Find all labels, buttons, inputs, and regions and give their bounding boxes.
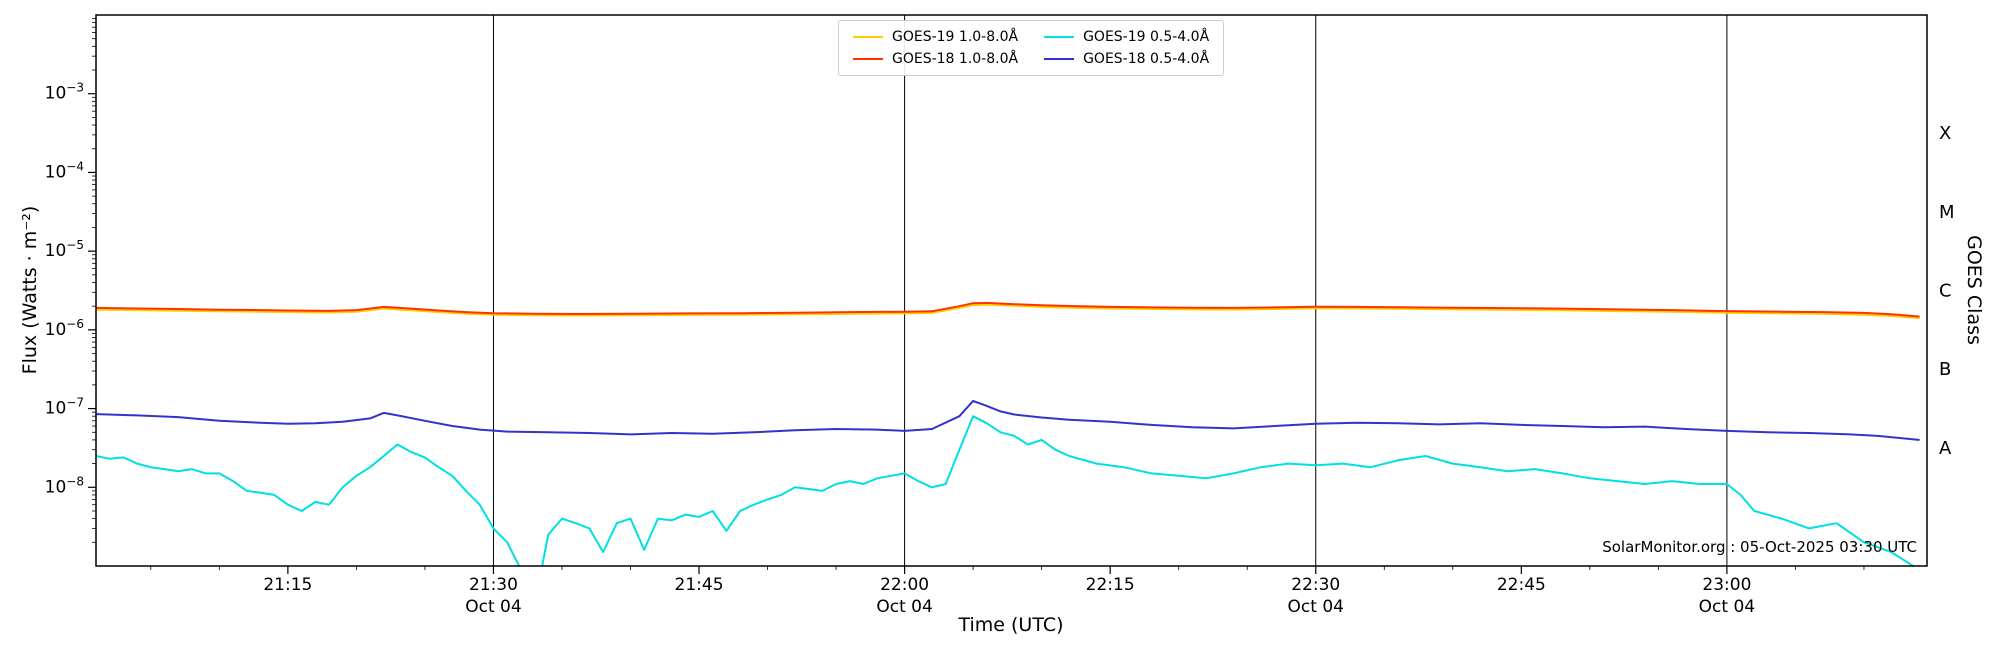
y-tick-label: 10−5 [45,238,84,261]
legend-label: GOES-18 1.0-8.0Å [892,51,1019,67]
series-line-goes-19-0-5-4-0 [96,415,1916,566]
y-tick-label: 10−4 [45,159,84,182]
day-boundary-lines [492,15,1728,566]
y-tick-label: 10−3 [45,81,84,104]
legend: GOES-19 1.0-8.0Å GOES-18 1.0-8.0Å GOES-19 … [838,20,1225,76]
x-tick-label: 22:30 [1291,575,1340,595]
series-lines [96,301,1920,566]
y-tick-label: 10−6 [45,317,84,340]
x-axis-label-time: Time (UTC) [958,614,1064,636]
legend-line-swatch [1044,58,1075,60]
x-tick-label: 22:15 [1086,575,1135,595]
legend-label: GOES-19 1.0-8.0Å [892,29,1019,45]
goes-class-letter-m: M [1939,202,1955,223]
series-line-goes-19-1-0-8-0 [96,303,1920,320]
legend-label: GOES-18 0.5-4.0Å [1083,51,1210,67]
x-tick-label: 22:00 [880,575,929,595]
plot-border [95,14,1928,567]
x-tick-label: 21:45 [675,575,724,595]
x-tick-sublabel: Oct 04 [1288,597,1344,617]
legend-item-goes-19-1-0-8-0: GOES-19 1.0-8.0Å [853,29,1018,45]
x-tick-label: 21:30 [469,575,518,595]
x-tick-sublabel: Oct 04 [876,597,932,617]
y-tick-label: 10−8 [45,474,84,497]
legend-line-swatch [1044,36,1075,38]
goes-class-letter-b: B [1939,359,1951,380]
x-tick-sublabel: Oct 04 [465,597,521,617]
legend-item-goes-18-0-5-4-0: GOES-18 0.5-4.0Å [1044,51,1209,67]
goes-class-letter-c: C [1939,281,1952,302]
legend-line-swatch [853,58,883,60]
x-tick-label: 23:00 [1702,575,1751,595]
legend-label: GOES-19 0.5-4.0Å [1083,29,1210,45]
goes-class-letter-a: A [1939,438,1952,459]
y-axis-label-goes-class: GOES Class [1963,235,1985,345]
y-tick-label: 10−7 [45,396,84,419]
goes-class-letters: X M C B A [1939,123,1955,459]
legend-grid: GOES-19 1.0-8.0Å GOES-18 1.0-8.0Å GOES-19 … [853,29,1209,67]
legend-line-swatch [853,36,883,38]
series-line-goes-18-0-5-4-0 [96,399,1920,441]
x-tick-label: 22:45 [1497,575,1546,595]
legend-item-goes-18-1-0-8-0: GOES-18 1.0-8.0Å [853,51,1018,67]
goes-class-letter-x: X [1939,123,1951,144]
y-axis-label-flux: Flux (Watts · m⁻²) [19,205,41,375]
x-tick-sublabel: Oct 04 [1699,597,1755,617]
legend-item-goes-19-0-5-4-0: GOES-19 0.5-4.0Å [1044,29,1209,45]
y-axis-ticks: 10−3 10−4 10−5 10−6 10−7 10−8 [45,18,96,543]
x-tick-label: 21:15 [263,575,312,595]
solarmonitor-annotation: SolarMonitor.org : 05-Oct-2025 03:30 UTC [1602,538,1917,556]
series-line-goes-18-1-0-8-0 [96,301,1920,318]
